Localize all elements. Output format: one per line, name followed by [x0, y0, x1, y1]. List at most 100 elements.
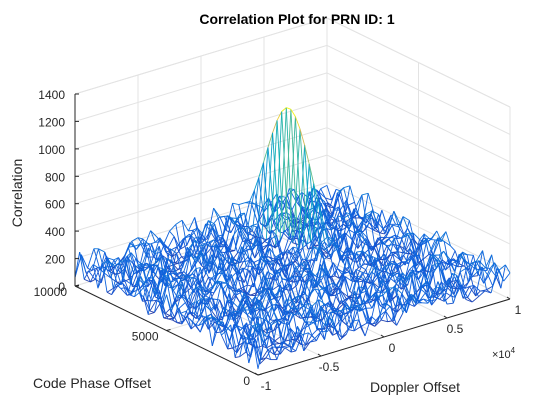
mesh-row-segment — [196, 289, 204, 299]
mesh-row-segment — [477, 271, 485, 284]
mesh-col-segment — [453, 283, 459, 295]
mesh-row-segment — [374, 257, 382, 280]
mesh-col-segment — [194, 285, 201, 309]
mesh-col-segment — [482, 250, 488, 271]
mesh-col-segment — [273, 255, 280, 275]
mesh-row-segment — [440, 286, 448, 305]
mesh-col-segment — [324, 273, 330, 277]
mesh-row-segment — [260, 271, 268, 288]
mesh-row-segment — [434, 254, 442, 263]
mesh-row-segment — [169, 248, 177, 254]
mesh-row-segment — [285, 107, 294, 243]
mesh-col-segment — [286, 107, 292, 110]
mesh-row-segment — [252, 266, 260, 275]
mesh-col-segment — [83, 270, 90, 280]
mesh-row-segment — [282, 251, 289, 253]
mesh-row-segment — [286, 246, 294, 272]
mesh-col-segment — [292, 246, 298, 249]
mesh-row-segment — [138, 285, 146, 294]
mesh-row-segment — [247, 190, 255, 227]
mesh-row-segment — [248, 294, 255, 297]
mesh-row-segment — [195, 315, 203, 326]
mesh-col-segment — [405, 249, 411, 255]
mesh-row-segment — [314, 306, 322, 316]
mesh-col-segment — [450, 295, 456, 298]
mesh-row-segment — [180, 246, 188, 273]
mesh-row-segment — [275, 267, 282, 274]
mesh-col-segment — [195, 267, 201, 270]
mesh-col-segment — [491, 254, 497, 277]
mesh-row-segment — [452, 283, 461, 304]
mesh-row-segment — [326, 262, 334, 276]
mesh-col-segment — [294, 267, 301, 278]
mesh-row-segment — [257, 339, 265, 369]
mesh-col-segment — [272, 321, 278, 345]
mesh-col-segment — [380, 232, 385, 235]
mesh-col-segment — [286, 310, 293, 340]
mesh-col-segment — [397, 295, 404, 314]
mesh-col-segment — [298, 294, 304, 307]
mesh-col-segment — [168, 276, 174, 291]
mesh-row-segment — [343, 185, 351, 189]
z-tick-label: 1400 — [38, 88, 65, 102]
mesh-row-segment — [464, 277, 472, 289]
mesh-col-segment — [203, 220, 209, 242]
mesh-row-segment — [308, 288, 316, 298]
x-tick-label: -0.5 — [319, 360, 340, 374]
mesh-col-segment — [263, 197, 270, 212]
mesh-col-segment — [241, 246, 247, 267]
mesh-row-segment — [175, 252, 184, 268]
mesh-col-segment — [290, 109, 296, 117]
mesh-row-segment — [278, 346, 285, 349]
mesh-col-segment — [336, 248, 342, 256]
mesh-col-segment — [298, 232, 304, 245]
mesh-row-segment — [203, 241, 210, 245]
mesh-row-segment — [247, 284, 254, 288]
mesh-row-segment — [362, 271, 369, 275]
mesh-col-segment — [189, 233, 195, 239]
mesh-col-segment — [375, 266, 382, 284]
mesh-row-segment — [194, 240, 202, 266]
mesh-row-segment — [93, 264, 100, 270]
mesh-row-segment — [327, 282, 334, 287]
mesh-row-segment — [353, 208, 361, 218]
mesh-row-segment — [318, 299, 326, 305]
y-tick-label: 0 — [243, 374, 250, 388]
mesh-col-segment — [335, 309, 341, 320]
mesh-row-segment — [210, 280, 218, 292]
mesh-row-segment — [322, 260, 331, 277]
mesh-row-segment — [413, 289, 422, 307]
mesh-col-segment — [409, 248, 415, 256]
mesh-col-segment — [307, 247, 313, 250]
mesh-row-segment — [215, 234, 223, 259]
mesh-col-segment — [208, 262, 214, 274]
mesh-col-segment — [301, 291, 308, 318]
mesh-row-segment — [439, 231, 447, 240]
mesh-row-segment — [134, 262, 142, 268]
mesh-row-segment — [234, 302, 242, 320]
mesh-col-segment — [354, 231, 360, 234]
mesh-col-segment — [152, 278, 159, 288]
mesh-col-segment — [286, 212, 292, 218]
mesh-col-segment — [403, 254, 409, 264]
mesh-row-segment — [417, 233, 425, 263]
mesh-col-segment — [289, 327, 296, 334]
mesh-col-segment — [255, 238, 261, 260]
mesh-row-segment — [408, 295, 416, 304]
mesh-row-segment — [181, 220, 189, 232]
mesh-row-segment — [157, 274, 165, 288]
mesh-row-segment — [368, 257, 376, 275]
mesh-col-segment — [292, 230, 298, 243]
mesh-row-segment — [283, 283, 291, 292]
mesh-col-segment — [372, 282, 378, 290]
mesh-row-segment — [345, 321, 353, 335]
mesh-row-segment — [279, 299, 287, 326]
mesh-col-segment — [357, 286, 364, 305]
mesh-row-segment — [364, 271, 372, 283]
mesh-col-segment — [277, 321, 283, 348]
mesh-row-segment — [394, 281, 402, 290]
mesh-col-segment — [387, 320, 393, 323]
mesh-row-segment — [388, 234, 396, 240]
x-tick-label: 0 — [389, 341, 396, 355]
mesh-col-segment — [330, 218, 336, 222]
